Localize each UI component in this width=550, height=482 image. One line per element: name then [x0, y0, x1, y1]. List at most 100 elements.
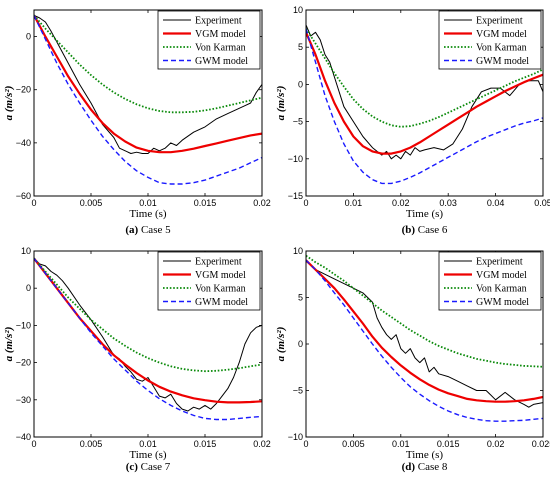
x-tick-label: 0.015	[437, 439, 460, 449]
series-line-experiment	[34, 14, 262, 154]
x-tick-label: 0.05	[534, 198, 550, 208]
y-axis-label: a (m/s²)	[275, 86, 287, 121]
legend-label: GWM model	[476, 297, 529, 308]
plot-frame	[33, 9, 263, 197]
y-tick-label: 0	[26, 283, 31, 293]
y-tick-label: −5	[293, 386, 303, 396]
x-axis-label: Time (s)	[129, 449, 167, 461]
legend-label: VGM model	[476, 270, 527, 281]
legend-label: GWM model	[195, 56, 248, 67]
x-tick-label: 0.015	[194, 439, 217, 449]
x-axis-label: Time (s)	[129, 208, 167, 220]
x-axis-label: Time (s)	[406, 208, 444, 220]
legend-label: Von Karman	[476, 43, 527, 54]
chart-panel-1: 0 0.005 0.01 0.015 0.02 −60 −40 −20 0 Experiment V…	[3, 9, 271, 236]
series-group	[306, 254, 543, 422]
y-tick-label: 0	[298, 339, 303, 349]
x-tick-label: 0.01	[345, 198, 363, 208]
y-tick-label: −10	[288, 432, 303, 442]
x-tick-label: 0.01	[139, 198, 157, 208]
legend-label: Experiment	[195, 257, 242, 268]
y-tick-label: −20	[16, 85, 31, 95]
series-group	[34, 14, 262, 185]
chart-panel-3: 0 0.005 0.01 0.015 0.02 −40 −30 −20 −10 0 10 Experi…	[3, 246, 271, 473]
x-tick-label: 0.025	[532, 439, 550, 449]
panel-caption: (a) Case 5	[125, 224, 171, 236]
y-tick-label: −30	[16, 395, 31, 405]
series-line-vgm-model	[306, 31, 543, 155]
plot-frame	[305, 9, 544, 197]
legend-label: Von Karman	[195, 43, 246, 54]
y-tick-label: −20	[16, 358, 31, 368]
legend-label: Von Karman	[195, 284, 246, 295]
legend-label: VGM model	[195, 270, 246, 281]
series-line-von-karman	[306, 254, 543, 368]
y-axis-label: a (m/s²)	[3, 86, 15, 121]
y-axis-label: a (m/s²)	[275, 327, 287, 362]
x-tick-label: 0.005	[80, 198, 103, 208]
y-tick-label: −40	[16, 432, 31, 442]
x-tick-label: 0.02	[392, 198, 410, 208]
panel-caption: (d) Case 8	[402, 461, 448, 473]
series-line-gwm-model	[34, 14, 262, 185]
chart-panel-4: 0 0.005 0.01 0.015 0.02 0.025 −10 −5 0 5 10 Experim…	[275, 246, 550, 473]
x-tick-label: 0.01	[392, 439, 410, 449]
x-tick-label: 0.02	[253, 439, 271, 449]
caption-tag: (d)	[402, 461, 416, 473]
panel-caption: (b) Case 6	[402, 224, 448, 236]
x-tick-label: 0	[31, 439, 36, 449]
series-group	[306, 24, 543, 185]
y-tick-label: 5	[298, 293, 303, 303]
caption-text: Case 5	[138, 224, 171, 236]
x-tick-label: 0.015	[194, 198, 217, 208]
series-line-gwm-model	[306, 28, 543, 185]
legend-label: Experiment	[476, 16, 523, 27]
x-tick-label: 0	[31, 198, 36, 208]
x-tick-label: 0.02	[487, 439, 505, 449]
caption-tag: (c)	[126, 461, 139, 473]
panel-caption: (c) Case 7	[126, 461, 171, 473]
y-tick-label: 0	[298, 79, 303, 89]
legend-label: GWM model	[195, 297, 248, 308]
series-line-vgm-model	[306, 259, 543, 403]
chart-panel-2: 0 0.01 0.02 0.03 0.04 0.05 −15 −10 −5 0 5 10 Experim…	[275, 5, 550, 236]
caption-tag: (b)	[402, 224, 416, 236]
series-line-von-karman	[306, 28, 543, 128]
series-group	[34, 257, 262, 421]
x-tick-label: 0.005	[342, 439, 365, 449]
y-tick-label: 10	[293, 246, 303, 256]
x-tick-label: 0.02	[253, 198, 271, 208]
legend-box	[438, 10, 542, 70]
legend-box	[157, 251, 261, 311]
caption-text: Case 8	[415, 461, 448, 473]
y-tick-label: −15	[288, 191, 303, 201]
y-tick-label: −10	[288, 154, 303, 164]
series-line-gwm-model	[34, 257, 262, 421]
caption-text: Case 7	[138, 461, 171, 473]
series-line-vgm-model	[34, 257, 262, 404]
legend-label: Experiment	[195, 16, 242, 27]
y-tick-label: 5	[298, 42, 303, 52]
series-line-experiment	[34, 258, 262, 412]
x-tick-label: 0	[303, 198, 308, 208]
y-tick-label: −40	[16, 138, 31, 148]
y-tick-label: −10	[16, 320, 31, 330]
legend-label: Experiment	[476, 257, 523, 268]
y-tick-label: 10	[21, 246, 31, 256]
x-tick-label: 0	[303, 439, 308, 449]
series-line-vgm-model	[34, 14, 262, 154]
caption-text: Case 6	[415, 224, 448, 236]
y-axis-label: a (m/s²)	[3, 327, 15, 362]
x-tick-label: 0.03	[439, 198, 457, 208]
series-line-gwm-model	[306, 259, 543, 422]
plot-frame	[305, 250, 544, 438]
y-tick-label: 0	[26, 32, 31, 42]
x-tick-label: 0.005	[80, 439, 103, 449]
x-tick-label: 0.04	[487, 198, 505, 208]
y-tick-label: −5	[293, 117, 303, 127]
x-axis-label: Time (s)	[406, 449, 444, 461]
series-line-experiment	[306, 259, 543, 408]
legend-label: VGM model	[476, 29, 527, 40]
legend-box	[157, 10, 261, 70]
